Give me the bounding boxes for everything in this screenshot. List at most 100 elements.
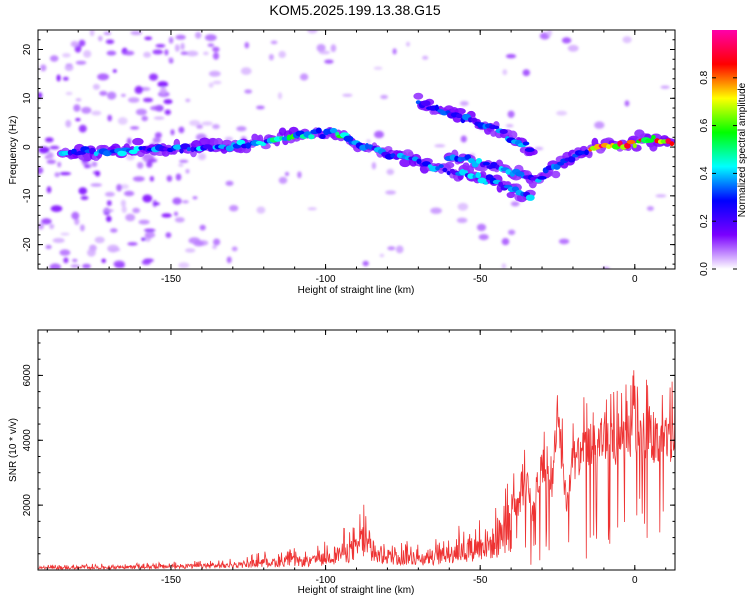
noise-speck xyxy=(173,211,179,216)
ridge-blob xyxy=(315,127,322,134)
noise-speck xyxy=(501,263,507,269)
noise-speck xyxy=(456,217,468,223)
ridge-blob xyxy=(493,125,500,130)
spectrogram-y-tick-label: 10 xyxy=(22,92,33,104)
noise-speck xyxy=(197,153,207,161)
noise-speck xyxy=(120,184,129,190)
noise-speck xyxy=(65,91,73,96)
noise-speck xyxy=(98,35,103,42)
noise-speck xyxy=(175,34,186,40)
noise-speck xyxy=(52,238,65,243)
noise-speck xyxy=(430,207,442,214)
snr-series-line xyxy=(38,370,675,570)
noise-speck xyxy=(135,108,147,116)
noise-speck xyxy=(95,170,101,177)
noise-speck xyxy=(178,126,185,134)
ridge-blob xyxy=(434,104,439,112)
colorbar-tick-label: 0.4 xyxy=(699,166,710,180)
ridge-blob xyxy=(645,138,655,143)
noise-speck xyxy=(144,231,156,239)
noise-speck xyxy=(165,232,172,239)
ridge-blob xyxy=(626,139,636,145)
spectrogram-noise xyxy=(38,30,670,269)
noise-speck xyxy=(434,144,446,148)
noise-speck xyxy=(166,175,173,182)
noise-speck xyxy=(128,97,140,103)
ridge-blob xyxy=(308,134,315,140)
noise-speck xyxy=(154,132,162,139)
noise-speck xyxy=(38,166,44,175)
ridge-blob xyxy=(456,113,463,119)
snr-y-tick-label: 6000 xyxy=(22,364,33,387)
colorbar: 0.0 0.2 0.4 0.6 0.8 Normalized spectral ampl… xyxy=(699,30,748,276)
noise-speck xyxy=(112,69,117,73)
noise-speck xyxy=(567,44,579,52)
ridge-blob xyxy=(537,176,547,180)
ridge-blob xyxy=(421,100,431,107)
noise-speck xyxy=(546,30,552,37)
noise-speck xyxy=(208,82,214,88)
noise-speck xyxy=(170,129,175,136)
noise-speck xyxy=(63,257,69,264)
noise-speck xyxy=(318,50,331,55)
ridge-blob xyxy=(138,146,143,151)
noise-speck xyxy=(199,224,206,231)
noise-speck xyxy=(192,196,198,200)
ridge-blob xyxy=(624,142,631,149)
noise-speck xyxy=(75,118,81,122)
noise-speck xyxy=(225,180,234,186)
spectrogram-y-tick-label: 20 xyxy=(22,44,33,56)
noise-speck xyxy=(505,124,514,128)
noise-speck xyxy=(99,90,108,96)
noise-speck xyxy=(342,93,353,97)
noise-speck xyxy=(185,248,196,253)
noise-speck xyxy=(78,124,87,133)
noise-speck xyxy=(97,73,109,81)
colorbar-label: Normalized spectral amplitude xyxy=(737,82,748,217)
noise-speck xyxy=(136,162,144,169)
colorbar-gradient xyxy=(712,30,737,269)
ridge-blob xyxy=(179,148,184,154)
noise-speck xyxy=(174,217,185,223)
noise-speck xyxy=(278,50,287,59)
noise-speck xyxy=(49,55,59,62)
noise-speck xyxy=(507,110,515,119)
spectrogram-x-tick-label: -50 xyxy=(473,274,488,285)
noise-speck xyxy=(150,105,163,111)
noise-speck xyxy=(195,31,202,39)
noise-speck xyxy=(178,262,190,269)
noise-speck xyxy=(91,161,98,167)
noise-speck xyxy=(50,205,63,213)
noise-speck xyxy=(182,200,189,204)
noise-speck xyxy=(123,50,135,56)
noise-speck xyxy=(81,106,92,114)
snr-y-tick-label: 2000 xyxy=(22,494,33,517)
ridge-blob xyxy=(524,147,535,152)
noise-speck xyxy=(132,207,141,214)
ridge-blob xyxy=(365,143,369,150)
noise-speck xyxy=(189,120,201,126)
ridge-4 xyxy=(537,129,675,180)
noise-speck xyxy=(56,74,61,82)
noise-speck xyxy=(134,85,143,94)
spectrogram-y-axis-label: Frequency (Hz) xyxy=(8,116,19,185)
colorbar-tick-label: 0.2 xyxy=(699,214,710,228)
noise-speck xyxy=(622,36,632,44)
noise-speck xyxy=(146,161,153,168)
noise-speck xyxy=(201,121,213,126)
noise-speck xyxy=(54,172,60,178)
ridge-blob xyxy=(665,138,671,145)
noise-speck xyxy=(130,30,143,36)
noise-speck xyxy=(49,145,60,150)
noise-speck xyxy=(107,114,112,122)
noise-speck xyxy=(655,194,667,198)
colorbar-tick-label: 0.0 xyxy=(699,262,710,276)
ridge-blob xyxy=(93,151,99,157)
noise-speck xyxy=(178,163,184,167)
noise-speck xyxy=(168,36,174,44)
noise-speck xyxy=(207,43,215,47)
colorbar-tick-label: 0.8 xyxy=(699,70,710,84)
noise-speck xyxy=(75,60,87,65)
noise-speck xyxy=(316,44,326,52)
